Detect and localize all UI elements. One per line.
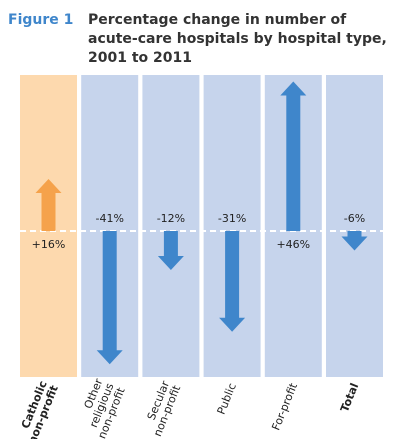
x-tick-label: Secularnon-profit [140,378,184,438]
arrow [219,231,246,332]
x-tick-label: Public [215,381,239,416]
value-label: +16% [32,238,66,251]
chart-title: acute-care hospitals by hospital type, [88,31,387,47]
arrow [96,231,123,365]
value-label: -6% [344,212,365,225]
figure-label: Figure 1 [8,12,73,28]
chart-title: 2001 to 2011 [88,50,192,66]
value-label: +46% [276,238,310,251]
column-band [142,75,200,377]
x-tick-label: For-profit [269,381,300,433]
value-label: -41% [95,212,123,225]
x-tick-label: Otherreligiousnon-profit [73,376,128,439]
column-band [326,75,383,377]
arrow [280,81,307,231]
value-label: -31% [218,212,246,225]
x-tick-label: Catholicnon-profit [14,379,60,439]
arrow [157,231,184,270]
x-tick-label: Total [338,381,361,414]
value-label: -12% [157,212,185,225]
chart-title: Percentage change in number of [88,12,347,28]
arrow [341,231,368,251]
arrow [35,179,62,231]
